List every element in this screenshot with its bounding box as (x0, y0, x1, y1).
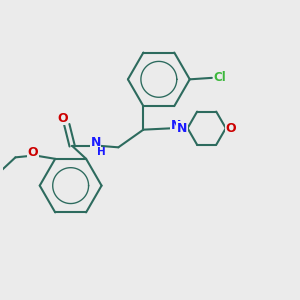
Text: N: N (171, 119, 181, 132)
Text: H: H (97, 147, 105, 157)
Text: O: O (57, 112, 68, 125)
Text: Cl: Cl (214, 71, 226, 84)
Text: O: O (28, 146, 38, 159)
Text: O: O (226, 122, 236, 135)
Text: N: N (91, 136, 101, 149)
Text: N: N (177, 122, 188, 135)
